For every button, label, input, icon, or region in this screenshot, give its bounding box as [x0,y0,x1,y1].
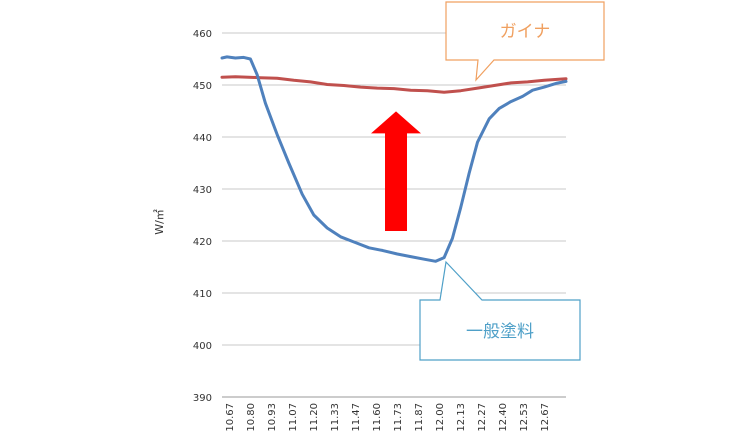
y-tick-label: 450 [193,81,212,92]
y-tick-label: 430 [193,185,212,196]
x-tick-label: 11.07 [288,403,299,432]
y-tick-label: 400 [193,341,212,352]
x-tick-label: 12.00 [435,403,446,432]
x-tick-label: 12.27 [477,403,488,432]
improvement-arrow [371,111,422,231]
x-tick-label: 10.93 [267,403,278,432]
x-tick-label: 12.40 [498,403,509,432]
x-tick-label: 11.60 [372,403,383,432]
series-lines [220,55,568,263]
arrow-shape [371,111,422,231]
x-tick-label: 10.67 [225,403,236,432]
y-tick-label: 420 [193,237,212,248]
x-tick-label: 12.53 [519,403,530,432]
x-tick-label: 12.13 [456,403,467,432]
series-line-0 [220,75,568,94]
x-tick-label: 11.20 [309,403,320,432]
callout-label-general: 一般塗料 [466,321,534,342]
x-tick-label: 12.67 [540,403,551,432]
callout-box-general [419,260,581,361]
x-tick-label: 11.87 [414,403,425,432]
y-tick-label: 440 [193,133,212,144]
x-tick-label: 10.80 [246,403,257,432]
x-tick-label: 11.47 [351,403,362,432]
y-tick-label: 390 [193,393,212,404]
series-line-1 [220,55,568,263]
x-tick-label: 11.73 [393,403,404,432]
y-axis-label: W/㎡ [153,209,166,235]
y-tick-label: 410 [193,289,212,300]
y-tick-label: 460 [193,29,212,40]
callout-box-gaina [445,1,605,82]
callout-label-gaina: ガイナ [500,22,551,42]
x-tick-label: 11.33 [330,403,341,432]
y-tick-labels: 390 400 410 420 430 440 450 460 [193,29,212,404]
x-tick-labels: 10.67 10.80 10.93 11.07 11.20 11.33 11.47 11.60… [225,403,551,432]
